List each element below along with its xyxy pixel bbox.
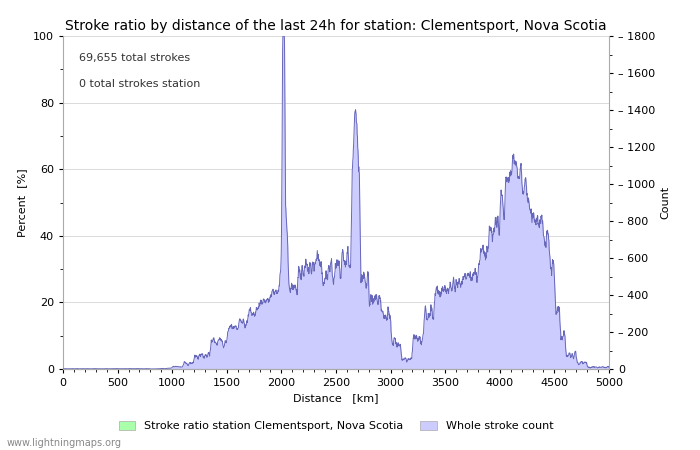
Title: Stroke ratio by distance of the last 24h for station: Clementsport, Nova Scotia: Stroke ratio by distance of the last 24h… (65, 19, 607, 33)
Text: 69,655 total strokes: 69,655 total strokes (79, 53, 190, 63)
Y-axis label: Percent  [%]: Percent [%] (18, 168, 27, 237)
Text: www.lightningmaps.org: www.lightningmaps.org (7, 438, 122, 448)
Y-axis label: Count: Count (661, 186, 671, 219)
X-axis label: Distance   [km]: Distance [km] (293, 394, 379, 404)
Legend: Stroke ratio station Clementsport, Nova Scotia, Whole stroke count: Stroke ratio station Clementsport, Nova … (114, 416, 558, 436)
Text: 0 total strokes station: 0 total strokes station (79, 79, 201, 89)
